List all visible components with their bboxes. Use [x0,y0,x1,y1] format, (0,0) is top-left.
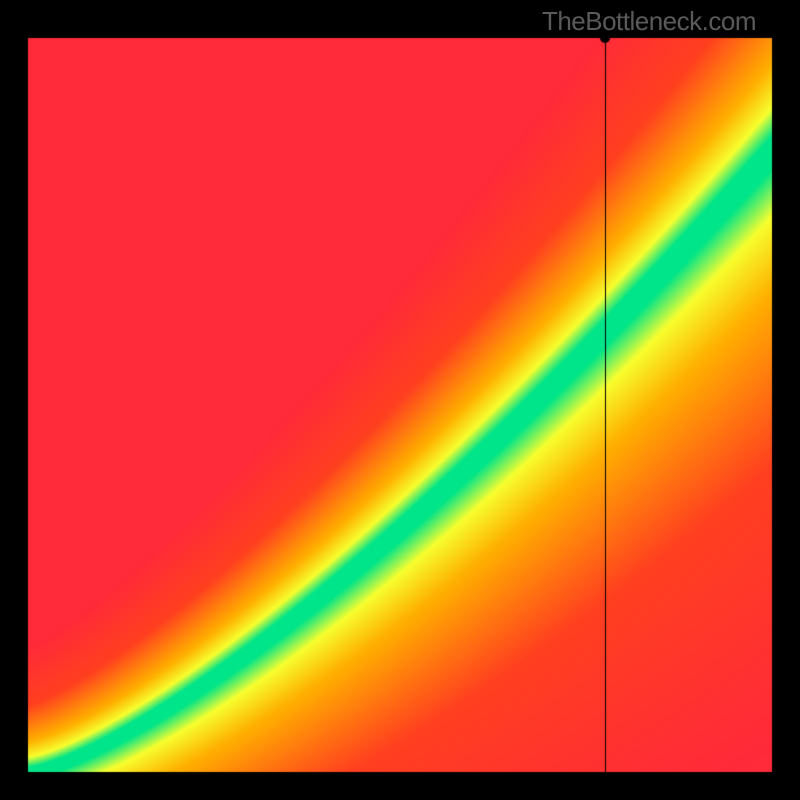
chart-container: TheBottleneck.com [0,0,800,800]
bottleneck-heatmap [0,0,800,800]
watermark-text: TheBottleneck.com [542,6,756,37]
